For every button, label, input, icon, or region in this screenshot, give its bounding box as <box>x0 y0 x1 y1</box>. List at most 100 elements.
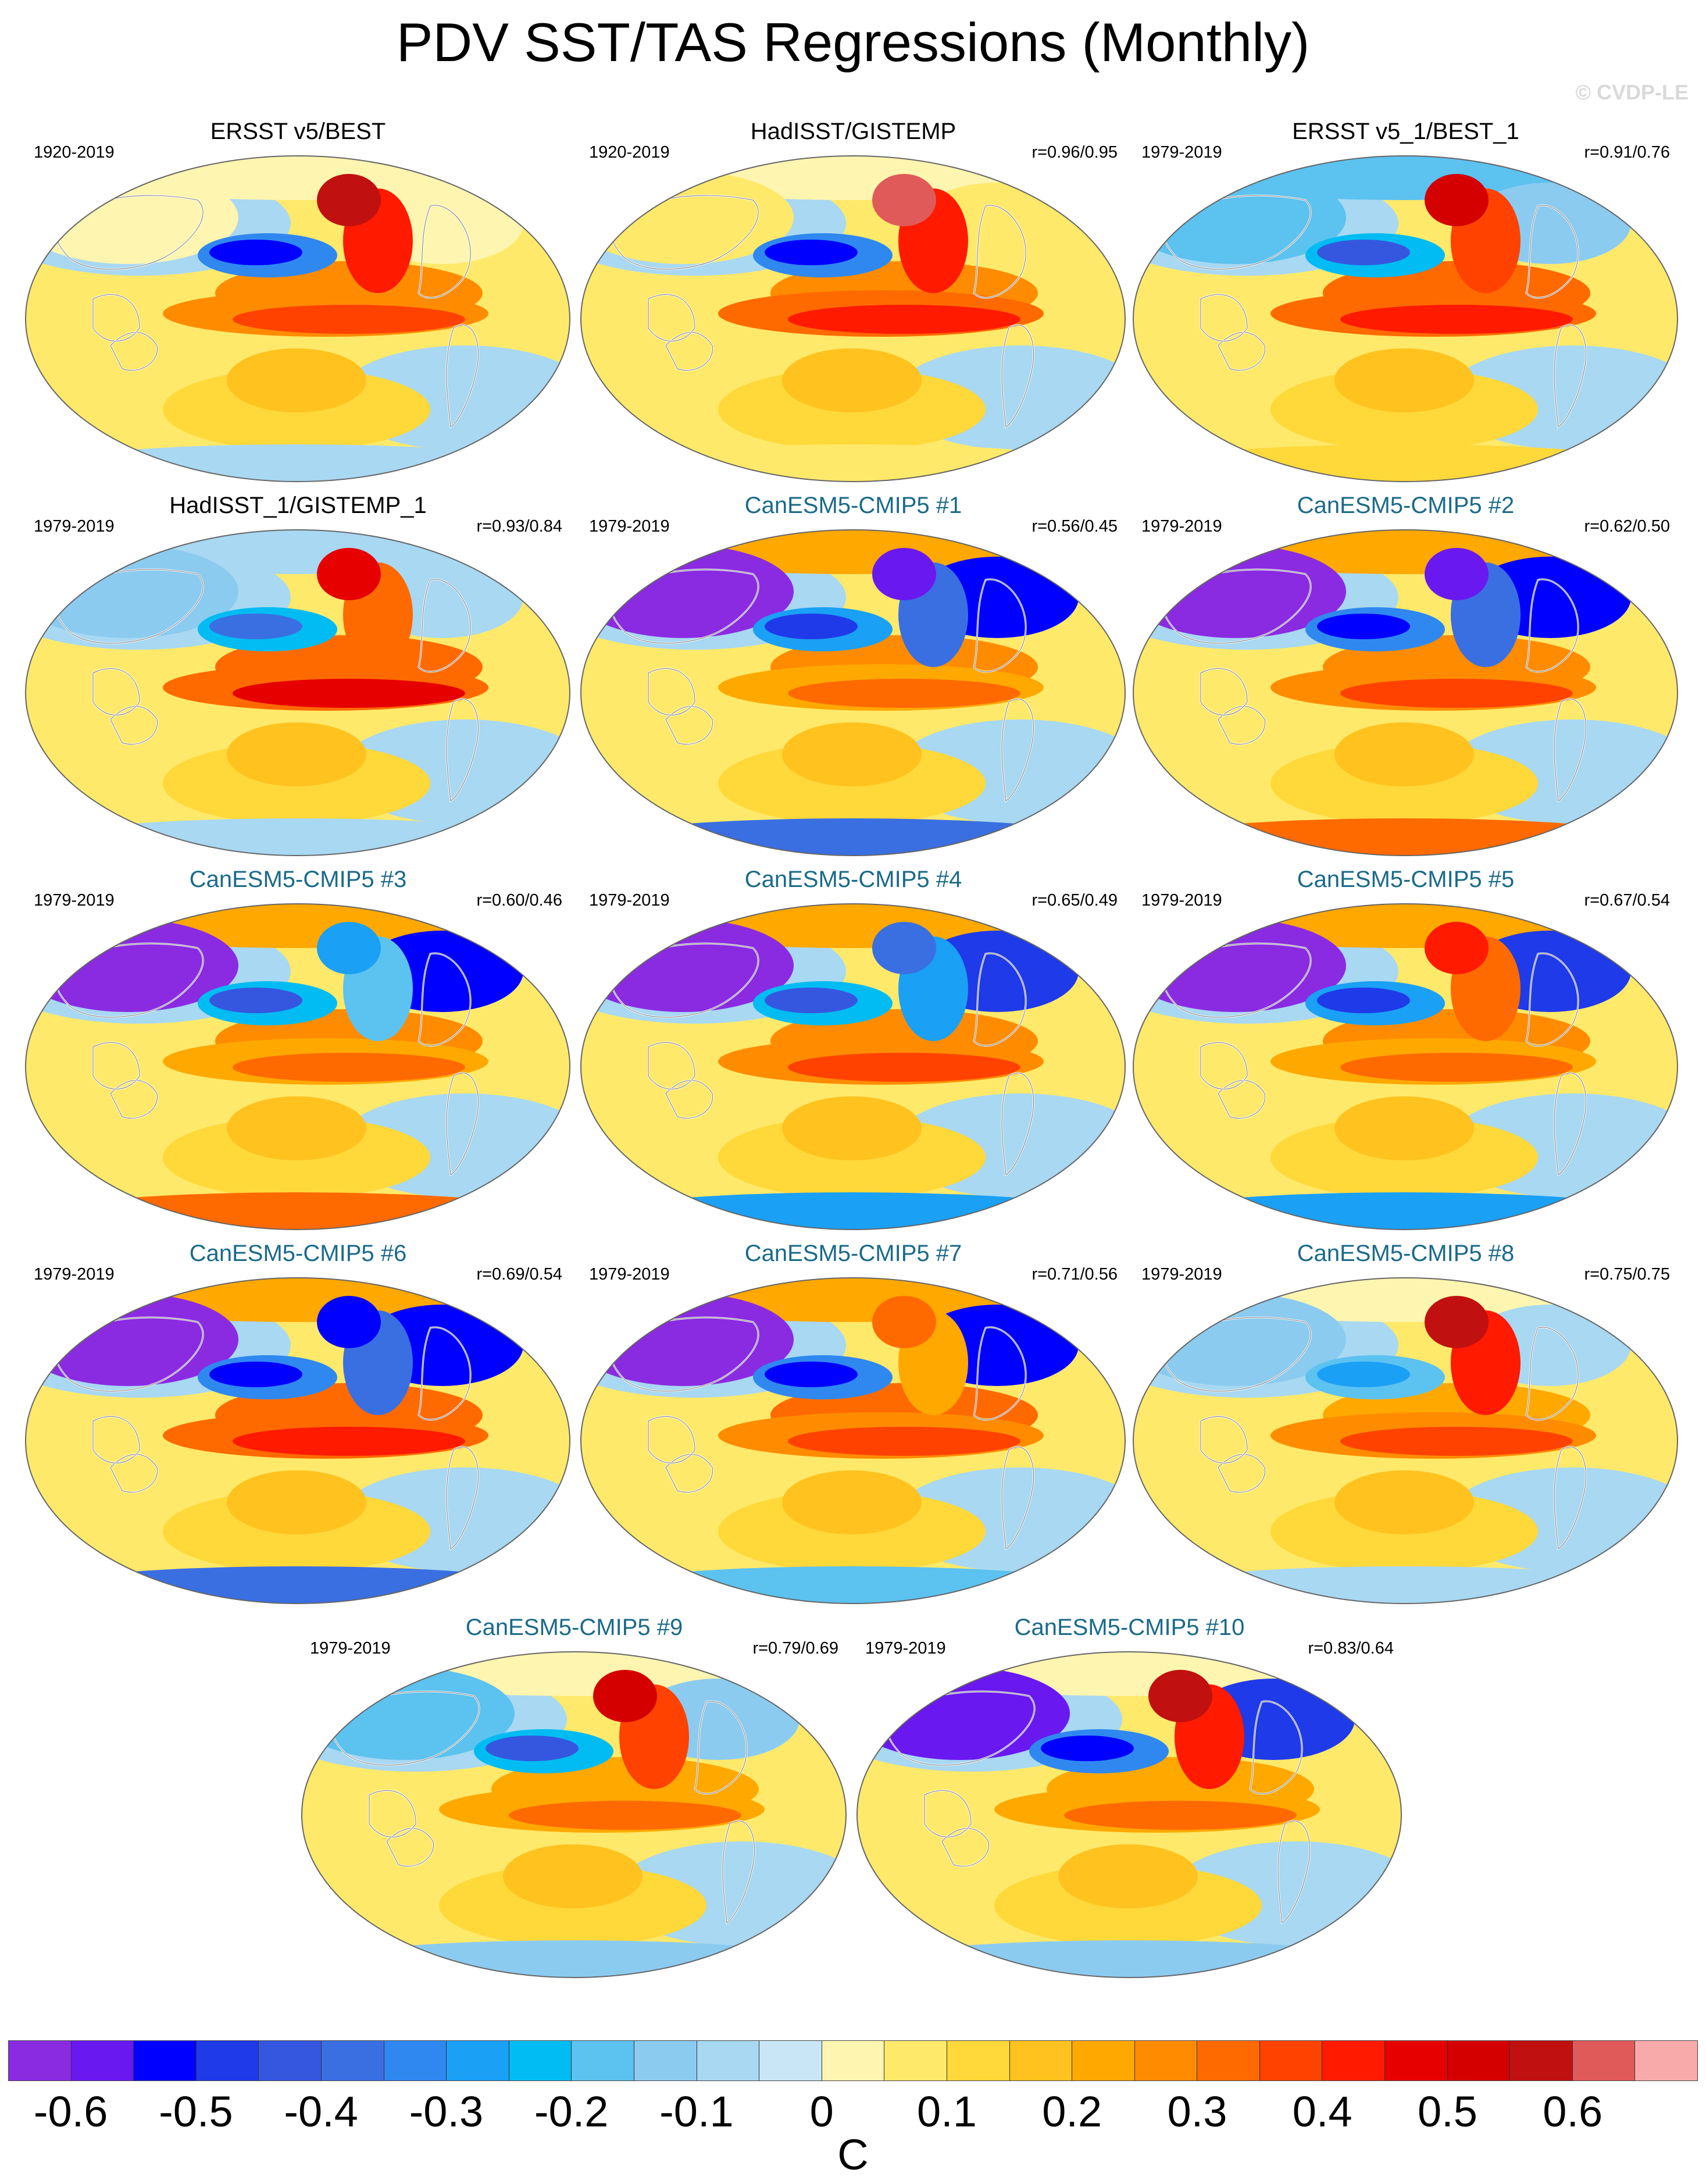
colorbar-swatch <box>1635 2041 1698 2080</box>
colorbar-swatch <box>1385 2041 1448 2080</box>
colorbar-ticks: -0.6 -0.5 -0.4 -0.3 -0.2 -0.1 0 0.1 0.2 0.3 0.4 0.5… <box>8 2086 1698 2138</box>
colorbar-tick-label: 0.3 <box>1167 2087 1227 2136</box>
colorbar-tick-label: -0.6 <box>33 2087 108 2136</box>
robinson-map <box>1133 529 1678 856</box>
colorbar-swatch <box>1259 2041 1323 2080</box>
panel-correlation: r=0.56/0.45 <box>1032 517 1118 536</box>
robinson-map <box>1133 903 1678 1230</box>
panel-title: ERSST v5_1/BEST_1 <box>1292 119 1519 144</box>
robinson-map <box>1133 155 1678 482</box>
panel-correlation: r=0.91/0.76 <box>1584 143 1670 162</box>
robinson-map <box>856 1651 1402 1978</box>
robinson-map <box>580 529 1126 856</box>
panel-years: 1979-2019 <box>589 1265 670 1284</box>
colorbar-swatch <box>509 2041 572 2080</box>
panel-correlation: r=0.93/0.84 <box>476 517 562 536</box>
panel-correlation: r=0.75/0.75 <box>1584 1265 1670 1284</box>
panel-years: 1979-2019 <box>589 891 670 910</box>
panel-correlation: r=0.67/0.54 <box>1584 891 1670 910</box>
colorbar-tick-label: -0.5 <box>159 2087 233 2136</box>
colorbar-swatch <box>1197 2041 1260 2080</box>
robinson-map <box>1133 1277 1678 1604</box>
map-panel: CanESM5-CMIP5 #5 1979-2019 r=0.67/0.54 <box>1131 865 1680 1232</box>
colorbar-tick-label: 0.1 <box>917 2087 977 2136</box>
map-panel: CanESM5-CMIP5 #6 1979-2019 r=0.69/0.54 <box>23 1239 573 1606</box>
map-panel: HadISST_1/GISTEMP_1 1979-2019 r=0.93/0.84 <box>23 491 573 858</box>
panel-years: 1979-2019 <box>34 891 115 910</box>
map-panel: CanESM5-CMIP5 #9 1979-2019 r=0.79/0.69 <box>299 1613 849 1980</box>
colorbar-swatch <box>71 2041 134 2080</box>
panel-correlation: r=0.79/0.69 <box>752 1639 838 1658</box>
map-panel: CanESM5-CMIP5 #7 1979-2019 r=0.71/0.56 <box>579 1239 1128 1606</box>
colorbar-swatch <box>1572 2041 1636 2080</box>
colorbar <box>8 2040 1698 2081</box>
colorbar-swatch <box>447 2041 509 2080</box>
map-panel: CanESM5-CMIP5 #8 1979-2019 r=0.75/0.75 <box>1131 1239 1680 1606</box>
panel-years: 1979-2019 <box>1141 1265 1222 1284</box>
panel-title: CanESM5-CMIP5 #8 <box>1297 1241 1515 1266</box>
map-panel: CanESM5-CMIP5 #4 1979-2019 r=0.65/0.49 <box>579 865 1128 1232</box>
colorbar-swatch <box>259 2041 322 2080</box>
colorbar-swatch <box>134 2041 197 2080</box>
colorbar-swatch <box>384 2041 447 2080</box>
colorbar-tick-label: 0.5 <box>1418 2087 1477 2136</box>
colorbar-swatch <box>1134 2041 1198 2080</box>
panel-correlation: r=0.60/0.46 <box>476 891 562 910</box>
map-panel: CanESM5-CMIP5 #2 1979-2019 r=0.62/0.50 <box>1131 491 1680 858</box>
panel-years: 1979-2019 <box>1141 517 1222 536</box>
colorbar-swatch <box>697 2041 760 2080</box>
figure-title: PDV SST/TAS Regressions (Monthly) <box>396 12 1310 73</box>
colorbar-swatch <box>1009 2041 1073 2080</box>
colorbar-tick-label: -0.1 <box>659 2087 734 2136</box>
colorbar-swatch <box>947 2041 1010 2080</box>
panel-title: CanESM5-CMIP5 #9 <box>465 1615 683 1640</box>
colorbar-tick-label: 0.6 <box>1543 2087 1603 2136</box>
map-panel: ERSST v5/BEST 1920-2019 <box>23 117 573 484</box>
colorbar-swatch <box>1510 2041 1573 2080</box>
panel-correlation: r=0.65/0.49 <box>1032 891 1118 910</box>
colorbar-swatch <box>634 2041 697 2080</box>
panel-title: CanESM5-CMIP5 #3 <box>189 867 407 892</box>
robinson-map <box>25 155 570 482</box>
robinson-map <box>25 1277 570 1604</box>
panel-correlation: r=0.96/0.95 <box>1032 143 1118 162</box>
colorbar-tick-label: -0.2 <box>534 2087 609 2136</box>
colorbar-tick-label: 0 <box>809 2087 834 2136</box>
colorbar-swatch <box>196 2041 259 2080</box>
colorbar-swatch <box>1072 2041 1135 2080</box>
panel-title: CanESM5-CMIP5 #7 <box>744 1241 962 1266</box>
panel-years: 1979-2019 <box>310 1639 391 1658</box>
map-panel: CanESM5-CMIP5 #3 1979-2019 r=0.60/0.46 <box>23 865 573 1232</box>
panel-title: HadISST/GISTEMP <box>750 119 956 144</box>
colorbar-swatch <box>9 2041 72 2080</box>
colorbar-swatch <box>1447 2041 1511 2080</box>
panel-title: HadISST_1/GISTEMP_1 <box>169 493 427 518</box>
colorbar-tick-label: 0.4 <box>1292 2087 1352 2136</box>
map-panel: CanESM5-CMIP5 #1 1979-2019 r=0.56/0.45 <box>579 491 1128 858</box>
map-panel: HadISST/GISTEMP 1920-2019 r=0.96/0.95 <box>579 117 1128 484</box>
robinson-map <box>580 155 1126 482</box>
map-panel: ERSST v5_1/BEST_1 1979-2019 r=0.91/0.76 <box>1131 117 1680 484</box>
colorbar-swatch <box>572 2041 634 2080</box>
colorbar-tick-label: -0.3 <box>409 2087 484 2136</box>
panel-title: CanESM5-CMIP5 #1 <box>744 493 962 518</box>
panel-years: 1979-2019 <box>589 517 670 536</box>
panel-years: 1979-2019 <box>1141 891 1222 910</box>
robinson-map <box>301 1651 847 1978</box>
robinson-map <box>25 529 570 856</box>
panel-correlation: r=0.69/0.54 <box>476 1265 562 1284</box>
robinson-map <box>25 903 570 1230</box>
panel-title: CanESM5-CMIP5 #2 <box>1297 493 1515 518</box>
colorbar-swatch <box>759 2041 822 2080</box>
panel-years: 1920-2019 <box>589 143 670 162</box>
robinson-map <box>580 1277 1126 1604</box>
colorbar-tick-label: -0.4 <box>284 2087 358 2136</box>
robinson-map <box>580 903 1126 1230</box>
panel-years: 1979-2019 <box>1141 143 1222 162</box>
colorbar-swatch <box>884 2041 947 2080</box>
copyright-watermark: © CVDP-LE <box>1575 80 1689 104</box>
panel-title: CanESM5-CMIP5 #10 <box>1014 1615 1245 1640</box>
panel-title: CanESM5-CMIP5 #5 <box>1297 867 1515 892</box>
panel-correlation: r=0.71/0.56 <box>1032 1265 1118 1284</box>
panel-years: 1979-2019 <box>34 517 115 536</box>
